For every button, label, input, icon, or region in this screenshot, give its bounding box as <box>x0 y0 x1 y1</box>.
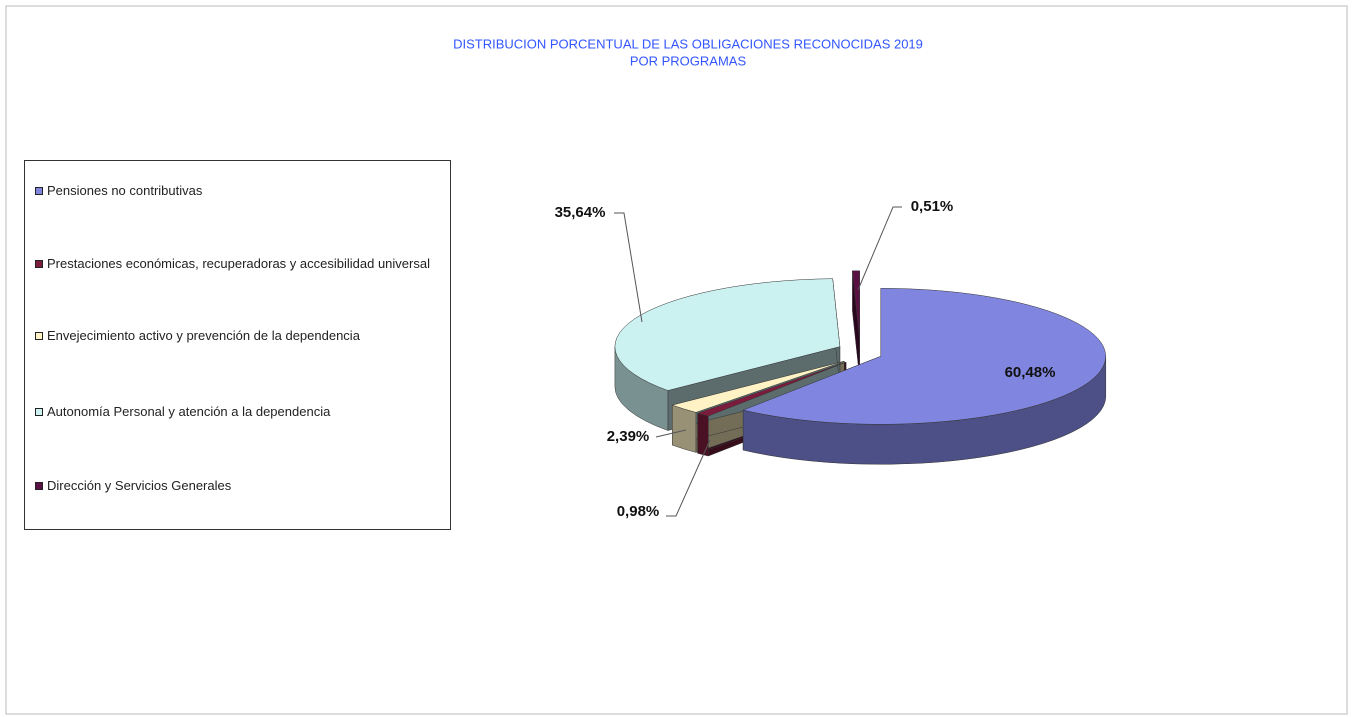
legend-item: Dirección y Servicios Generales <box>35 477 457 495</box>
data-label: 60,48% <box>1005 364 1056 381</box>
legend-item: Pensiones no contributivas <box>35 182 457 200</box>
legend-swatch <box>35 187 43 195</box>
legend-label: Autonomía Personal y atención a la depen… <box>47 404 331 419</box>
legend-item: Prestaciones económicas, recuperadoras y… <box>35 255 457 273</box>
legend-label: Dirección y Servicios Generales <box>47 478 232 493</box>
pie-slice <box>852 270 860 339</box>
chart-title: POR PROGRAMAS <box>630 53 747 68</box>
data-label: 0,51% <box>911 198 954 215</box>
pie-slice <box>696 361 847 417</box>
data-label: 2,39% <box>607 428 650 445</box>
pie-slice <box>671 360 845 413</box>
legend-swatch <box>35 260 43 268</box>
legend: Pensiones no contributivas Prestaciones e… <box>24 160 451 530</box>
data-label: 35,64% <box>555 204 606 221</box>
legend-item: Autonomía Personal y atención a la depen… <box>35 403 457 421</box>
frame <box>5 5 1348 715</box>
chart-title: DISTRIBUCION PORCENTUAL DE LAS OBLIGACIO… <box>453 36 923 51</box>
slice-side <box>672 404 697 453</box>
legend-swatch <box>35 408 43 416</box>
legend-label: Pensiones no contributivas <box>47 183 203 198</box>
data-label: 0,98% <box>617 503 660 520</box>
pie-slice <box>742 288 1106 425</box>
legend-swatch <box>35 332 43 340</box>
legend-label: Envejecimiento activo y prevención de la… <box>47 328 360 343</box>
legend-swatch <box>35 482 43 490</box>
leader-line <box>614 212 643 323</box>
leader-line <box>666 439 711 517</box>
slice-side <box>697 412 709 457</box>
leader-line <box>655 429 687 438</box>
legend-item: Envejecimiento activo y prevención de la… <box>35 327 457 345</box>
pie-tops <box>614 270 1106 425</box>
pie-slice <box>614 278 841 391</box>
legend-label: Prestaciones económicas, recuperadoras y… <box>47 256 430 271</box>
leader-line <box>857 206 902 291</box>
